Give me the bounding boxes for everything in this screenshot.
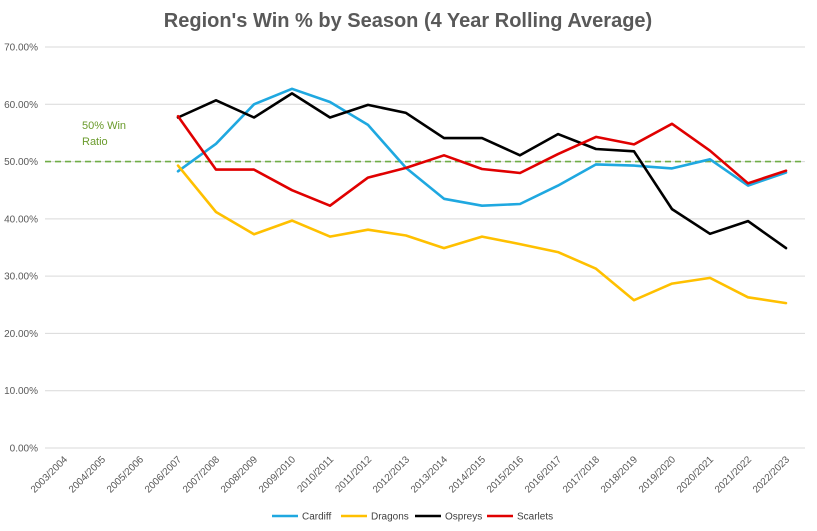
x-tick-label: 2016/2017 bbox=[523, 454, 565, 496]
legend-label-dragons: Dragons bbox=[371, 512, 409, 523]
x-tick-label: 2019/2020 bbox=[637, 454, 679, 496]
series-line-scarlets bbox=[176, 115, 788, 207]
y-axis-ticks: 0.00% 10.00% 20.00% 30.00% 40.00% 50.00% 60.00… bbox=[4, 43, 38, 455]
y-tick-label: 70.00% bbox=[4, 43, 38, 54]
x-tick-label: 2018/2019 bbox=[599, 454, 641, 496]
x-tick-label: 2017/2018 bbox=[561, 454, 603, 496]
series-line-dragons bbox=[176, 164, 788, 305]
legend: Cardiff Dragons Ospreys Scarlets bbox=[272, 512, 553, 523]
series-line-ospreys bbox=[176, 92, 788, 250]
x-tick-label: 2006/2007 bbox=[143, 454, 185, 496]
series-line-cardiff bbox=[176, 87, 788, 207]
x-tick-label: 2008/2009 bbox=[219, 454, 261, 496]
y-tick-label: 60.00% bbox=[4, 100, 38, 111]
x-tick-label: 2015/2016 bbox=[485, 454, 527, 496]
x-tick-label: 2007/2008 bbox=[181, 454, 223, 496]
x-tick-label: 2010/2011 bbox=[295, 454, 336, 495]
legend-label-cardiff: Cardiff bbox=[302, 512, 331, 523]
gridlines bbox=[45, 46, 805, 449]
x-tick-label: 2011/2012 bbox=[333, 454, 374, 495]
series-lines bbox=[176, 87, 788, 305]
x-tick-label: 2004/2005 bbox=[67, 454, 109, 496]
legend-label-ospreys: Ospreys bbox=[445, 512, 482, 523]
x-tick-label: 2020/2021 bbox=[675, 454, 717, 496]
reference-line-label: Ratio bbox=[82, 136, 108, 148]
reference-line-label: 50% Win bbox=[82, 120, 126, 132]
chart-title: Region's Win % by Season (4 Year Rolling… bbox=[164, 10, 652, 32]
y-tick-label: 40.00% bbox=[4, 214, 38, 225]
x-tick-label: 2013/2014 bbox=[409, 454, 451, 496]
y-tick-label: 50.00% bbox=[4, 157, 38, 168]
x-tick-label: 2022/2023 bbox=[751, 454, 793, 496]
y-tick-label: 10.00% bbox=[4, 386, 38, 397]
x-tick-label: 2009/2010 bbox=[257, 454, 299, 496]
y-tick-label: 30.00% bbox=[4, 272, 38, 283]
x-tick-label: 2003/2004 bbox=[29, 454, 71, 496]
x-axis-ticks: 2003/20042004/20052005/20062006/20072007… bbox=[29, 454, 793, 496]
x-tick-label: 2005/2006 bbox=[105, 454, 147, 496]
y-tick-label: 20.00% bbox=[4, 329, 38, 340]
x-tick-label: 2014/2015 bbox=[447, 454, 489, 496]
x-tick-label: 2021/2022 bbox=[713, 454, 755, 496]
legend-label-scarlets: Scarlets bbox=[517, 512, 553, 523]
x-tick-label: 2012/2013 bbox=[371, 454, 413, 496]
y-tick-label: 0.00% bbox=[10, 444, 38, 455]
